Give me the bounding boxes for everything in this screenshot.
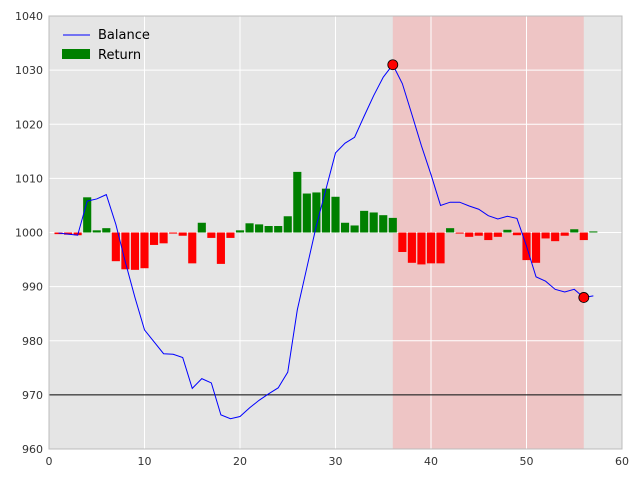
return-bar <box>283 216 292 233</box>
return-bar <box>446 228 455 233</box>
y-tick-label: 1010 <box>15 172 43 185</box>
marker-point <box>578 292 590 303</box>
x-tick-label: 60 <box>615 455 629 468</box>
return-bar <box>121 232 130 270</box>
return-bar <box>197 222 206 233</box>
return-bar <box>226 232 235 238</box>
plot-frame <box>48 15 623 450</box>
return-bar <box>570 229 579 233</box>
return-bar <box>388 217 397 233</box>
x-tick-label: 50 <box>520 455 534 468</box>
return-bar <box>503 229 512 233</box>
return-bar <box>312 192 321 233</box>
legend-balance-label: Balance <box>98 28 150 43</box>
y-tick-label: 1040 <box>15 10 43 23</box>
return-bar <box>102 228 111 233</box>
return-bar <box>207 232 216 238</box>
return-bar <box>140 232 149 269</box>
x-tick-label: 30 <box>329 455 343 468</box>
legend-return-swatch <box>62 49 90 59</box>
marker-point <box>387 59 399 71</box>
y-tick-label: 1020 <box>15 118 43 131</box>
return-bar <box>83 197 92 233</box>
return-bar <box>255 224 264 233</box>
return-bar <box>169 232 178 234</box>
return-bar <box>92 230 101 233</box>
markers <box>387 59 590 303</box>
return-bar <box>484 232 493 241</box>
return-bar <box>149 232 159 245</box>
return-bar <box>274 226 283 233</box>
return-bar <box>350 225 359 233</box>
y-tick-label: 1030 <box>15 64 43 77</box>
return-bar <box>331 196 340 233</box>
return-bar <box>531 232 541 263</box>
return-bar <box>426 232 436 264</box>
return-bar <box>245 223 254 233</box>
return-bar <box>188 232 197 264</box>
return-bar <box>360 210 369 233</box>
return-bar <box>541 232 550 239</box>
return-bar <box>340 222 350 233</box>
return-bar <box>264 226 273 233</box>
y-tick-label: 960 <box>22 443 43 456</box>
return-bar <box>369 212 378 233</box>
return-bar <box>64 232 73 235</box>
return-bar <box>398 232 407 252</box>
legend-return-label: Return <box>98 48 141 63</box>
x-tick-label: 0 <box>46 455 53 468</box>
balance-line <box>58 63 594 420</box>
x-tick-label: 10 <box>138 455 152 468</box>
return-bar <box>465 232 474 237</box>
y-tick-label: 980 <box>22 335 43 348</box>
x-axis: 0 10 20 30 40 50 60 <box>46 455 630 468</box>
return-bar <box>111 232 120 262</box>
return-bar <box>130 232 140 270</box>
return-bar <box>493 232 502 237</box>
return-bar <box>321 188 331 233</box>
return-bar <box>302 193 311 233</box>
y-tick-label: 970 <box>22 389 43 402</box>
return-bars <box>54 171 598 270</box>
return-bar <box>235 230 245 233</box>
return-bar <box>293 171 302 233</box>
return-bar <box>589 231 598 233</box>
y-tick-label: 990 <box>22 281 43 294</box>
x-tick-label: 40 <box>424 455 438 468</box>
y-axis: 960 970 980 990 1000 1010 1020 1030 1040 <box>15 10 43 456</box>
return-bar <box>455 232 464 234</box>
return-bar <box>407 232 416 263</box>
return-bar <box>560 232 569 236</box>
legend: Balance Return <box>62 28 150 63</box>
y-tick-label: 1000 <box>15 227 43 240</box>
return-bar <box>474 232 483 236</box>
return-bar <box>216 232 225 264</box>
return-bar <box>159 232 168 244</box>
return-bar <box>417 232 426 265</box>
return-bar <box>512 232 522 236</box>
x-tick-label: 20 <box>233 455 247 468</box>
return-bar <box>579 232 588 241</box>
return-bar <box>379 215 388 233</box>
return-bar <box>551 232 560 242</box>
return-bar <box>178 232 187 236</box>
return-bar <box>436 232 445 264</box>
